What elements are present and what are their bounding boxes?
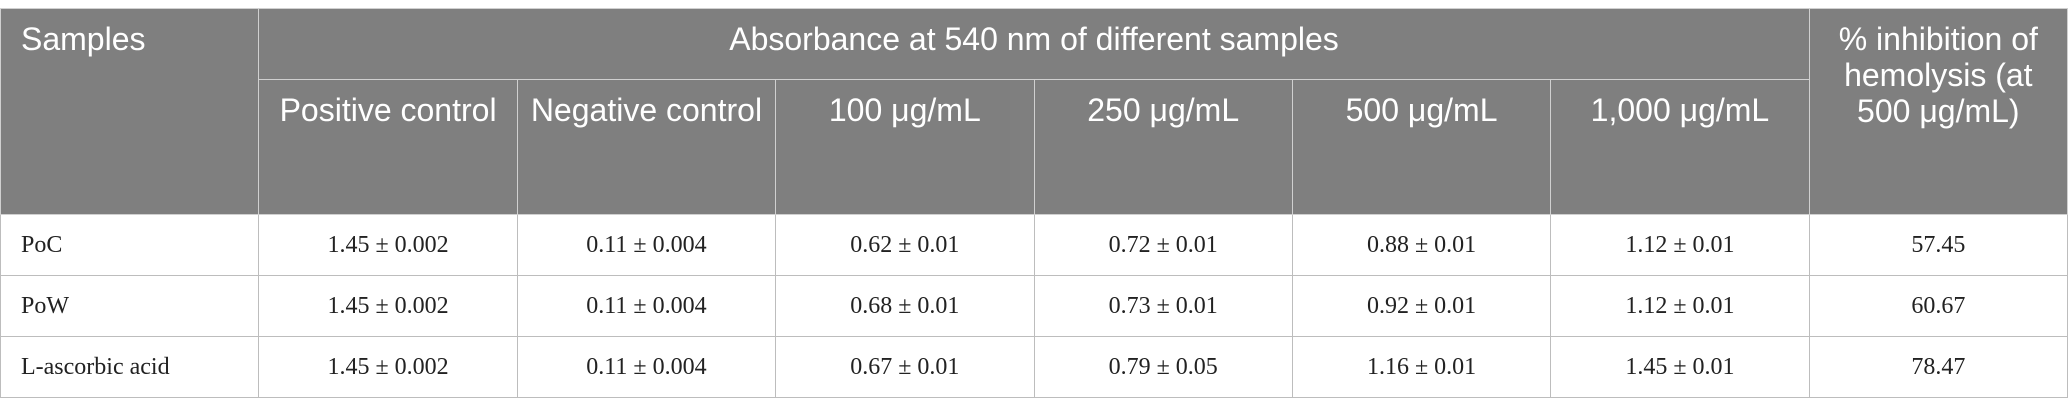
table-cell: 1.16 ± 0.01 — [1291, 336, 1552, 398]
table-cell: 0.11 ± 0.004 — [516, 336, 777, 398]
table-cell: L-ascorbic acid — [0, 336, 260, 398]
table-cell: 0.88 ± 0.01 — [1291, 214, 1552, 276]
table-row: L-ascorbic acid 1.45 ± 0.002 0.11 ± 0.004 0… — [0, 336, 2068, 398]
table-cell: 0.11 ± 0.004 — [516, 214, 777, 276]
table-cell: 1.45 ± 0.002 — [258, 275, 518, 337]
header-cell: Absorbance at 540 nm of different sample… — [258, 8, 1810, 80]
header-cell: 500 μg/mL — [1291, 79, 1552, 215]
table-cell: 1.12 ± 0.01 — [1550, 275, 1810, 337]
header-row: Positive control Negative control 100 μg/m… — [1, 79, 2068, 215]
page: {"table": { "header": { "samples": "Samp… — [0, 8, 2068, 413]
table-cell: PoW — [0, 275, 260, 337]
table-cell: 0.68 ± 0.01 — [775, 275, 1035, 337]
header-cell: 250 μg/mL — [1033, 79, 1293, 215]
table-cell: 0.62 ± 0.01 — [775, 214, 1035, 276]
data-table: Samples Absorbance at 540 nm of differen… — [0, 8, 2068, 398]
header-row: Samples Absorbance at 540 nm of differen… — [0, 8, 2068, 215]
table-cell: 78.47 — [1808, 336, 2068, 398]
header-cell: Samples — [0, 8, 260, 215]
header-cell: 1,000 μg/mL — [1550, 79, 1810, 215]
table-cell: 0.92 ± 0.01 — [1291, 275, 1552, 337]
table-cell: PoC — [0, 214, 260, 276]
table-header: Samples Absorbance at 540 nm of differen… — [0, 8, 2068, 215]
header-cell: % inhibition of hemolysis (at 500 μg/mL) — [1808, 8, 2068, 215]
table-row: PoW 1.45 ± 0.002 0.11 ± 0.004 0.68 ± 0.01 0.… — [0, 275, 2068, 337]
header-cell: 100 μg/mL — [775, 79, 1035, 215]
table-cell: 1.45 ± 0.01 — [1550, 336, 1810, 398]
table-cell: 0.67 ± 0.01 — [775, 336, 1035, 398]
table-cell: 1.45 ± 0.002 — [258, 214, 518, 276]
table-body: PoC 1.45 ± 0.002 0.11 ± 0.004 0.62 ± 0.01 0.… — [0, 214, 2068, 398]
table-cell: 0.11 ± 0.004 — [516, 275, 777, 337]
table-cell: 60.67 — [1808, 275, 2068, 337]
table-cell: 0.73 ± 0.01 — [1033, 275, 1293, 337]
table-cell: 1.45 ± 0.002 — [258, 336, 518, 398]
table-cell: 57.45 — [1808, 214, 2068, 276]
table-cell: 0.79 ± 0.05 — [1033, 336, 1293, 398]
header-cell: Negative control — [516, 79, 777, 215]
header-cell: Positive control — [258, 79, 518, 215]
table-cell: 1.12 ± 0.01 — [1550, 214, 1810, 276]
table-row: PoC 1.45 ± 0.002 0.11 ± 0.004 0.62 ± 0.01 0.… — [0, 214, 2068, 276]
table-cell: 0.72 ± 0.01 — [1033, 214, 1293, 276]
